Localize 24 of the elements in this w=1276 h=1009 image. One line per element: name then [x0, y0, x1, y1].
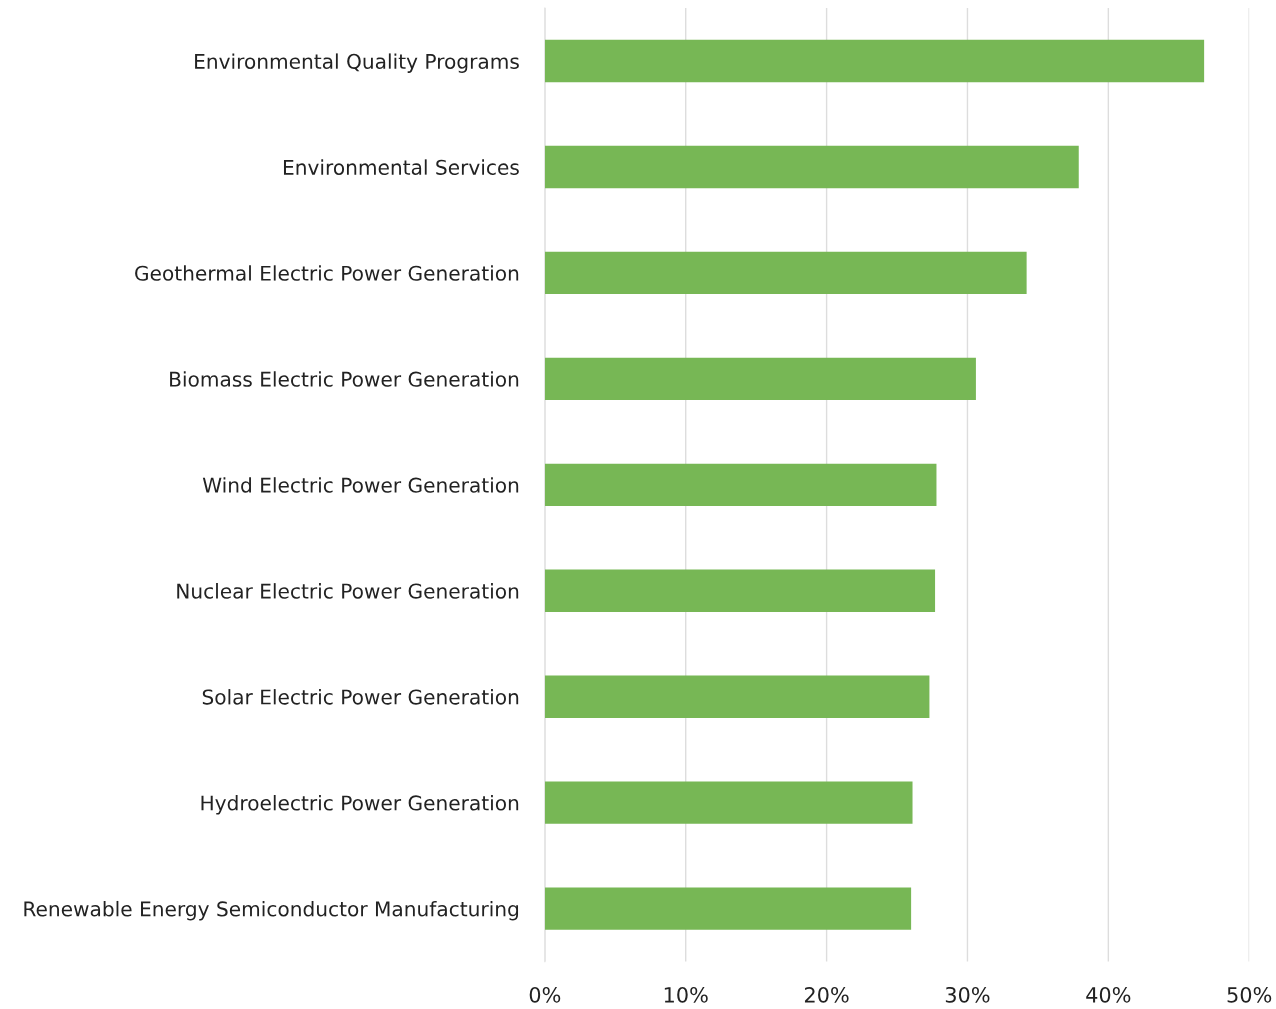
bar	[544, 251, 1027, 295]
bar	[544, 569, 936, 612]
x-tick-label: 30%	[945, 986, 990, 1003]
y-tick-label: Environmental Quality Programs	[195, 53, 519, 73]
bar	[544, 39, 1205, 83]
bar	[544, 463, 937, 507]
x-tick-label: 50%	[1227, 986, 1272, 1003]
y-tick-label: Biomass Electric Power Generation	[170, 371, 519, 387]
x-tick-label: 10%	[664, 986, 708, 1003]
x-tick-label: 40%	[1086, 986, 1131, 1003]
y-tick-label: Wind Electric Power Generation	[202, 477, 519, 493]
bar	[544, 781, 913, 824]
y-tick-label: Solar Electric Power Generation	[202, 689, 519, 705]
bar	[544, 357, 976, 401]
y-tick-label: Geothermal Electric Power Generation	[135, 265, 519, 281]
y-tick-label: Renewable Energy Semiconductor Manufacturing	[24, 900, 519, 921]
x-tick-label: 0%	[529, 986, 561, 1003]
x-tick-label: 20%	[804, 986, 849, 1003]
y-tick-label: Hydroelectric Power Generation	[201, 795, 519, 815]
y-tick-label: Nuclear Electric Power Generation	[177, 583, 519, 599]
y-tick-label: Environmental Services	[283, 159, 519, 175]
bar	[544, 675, 930, 718]
bar	[544, 887, 912, 930]
bar	[544, 145, 1079, 189]
